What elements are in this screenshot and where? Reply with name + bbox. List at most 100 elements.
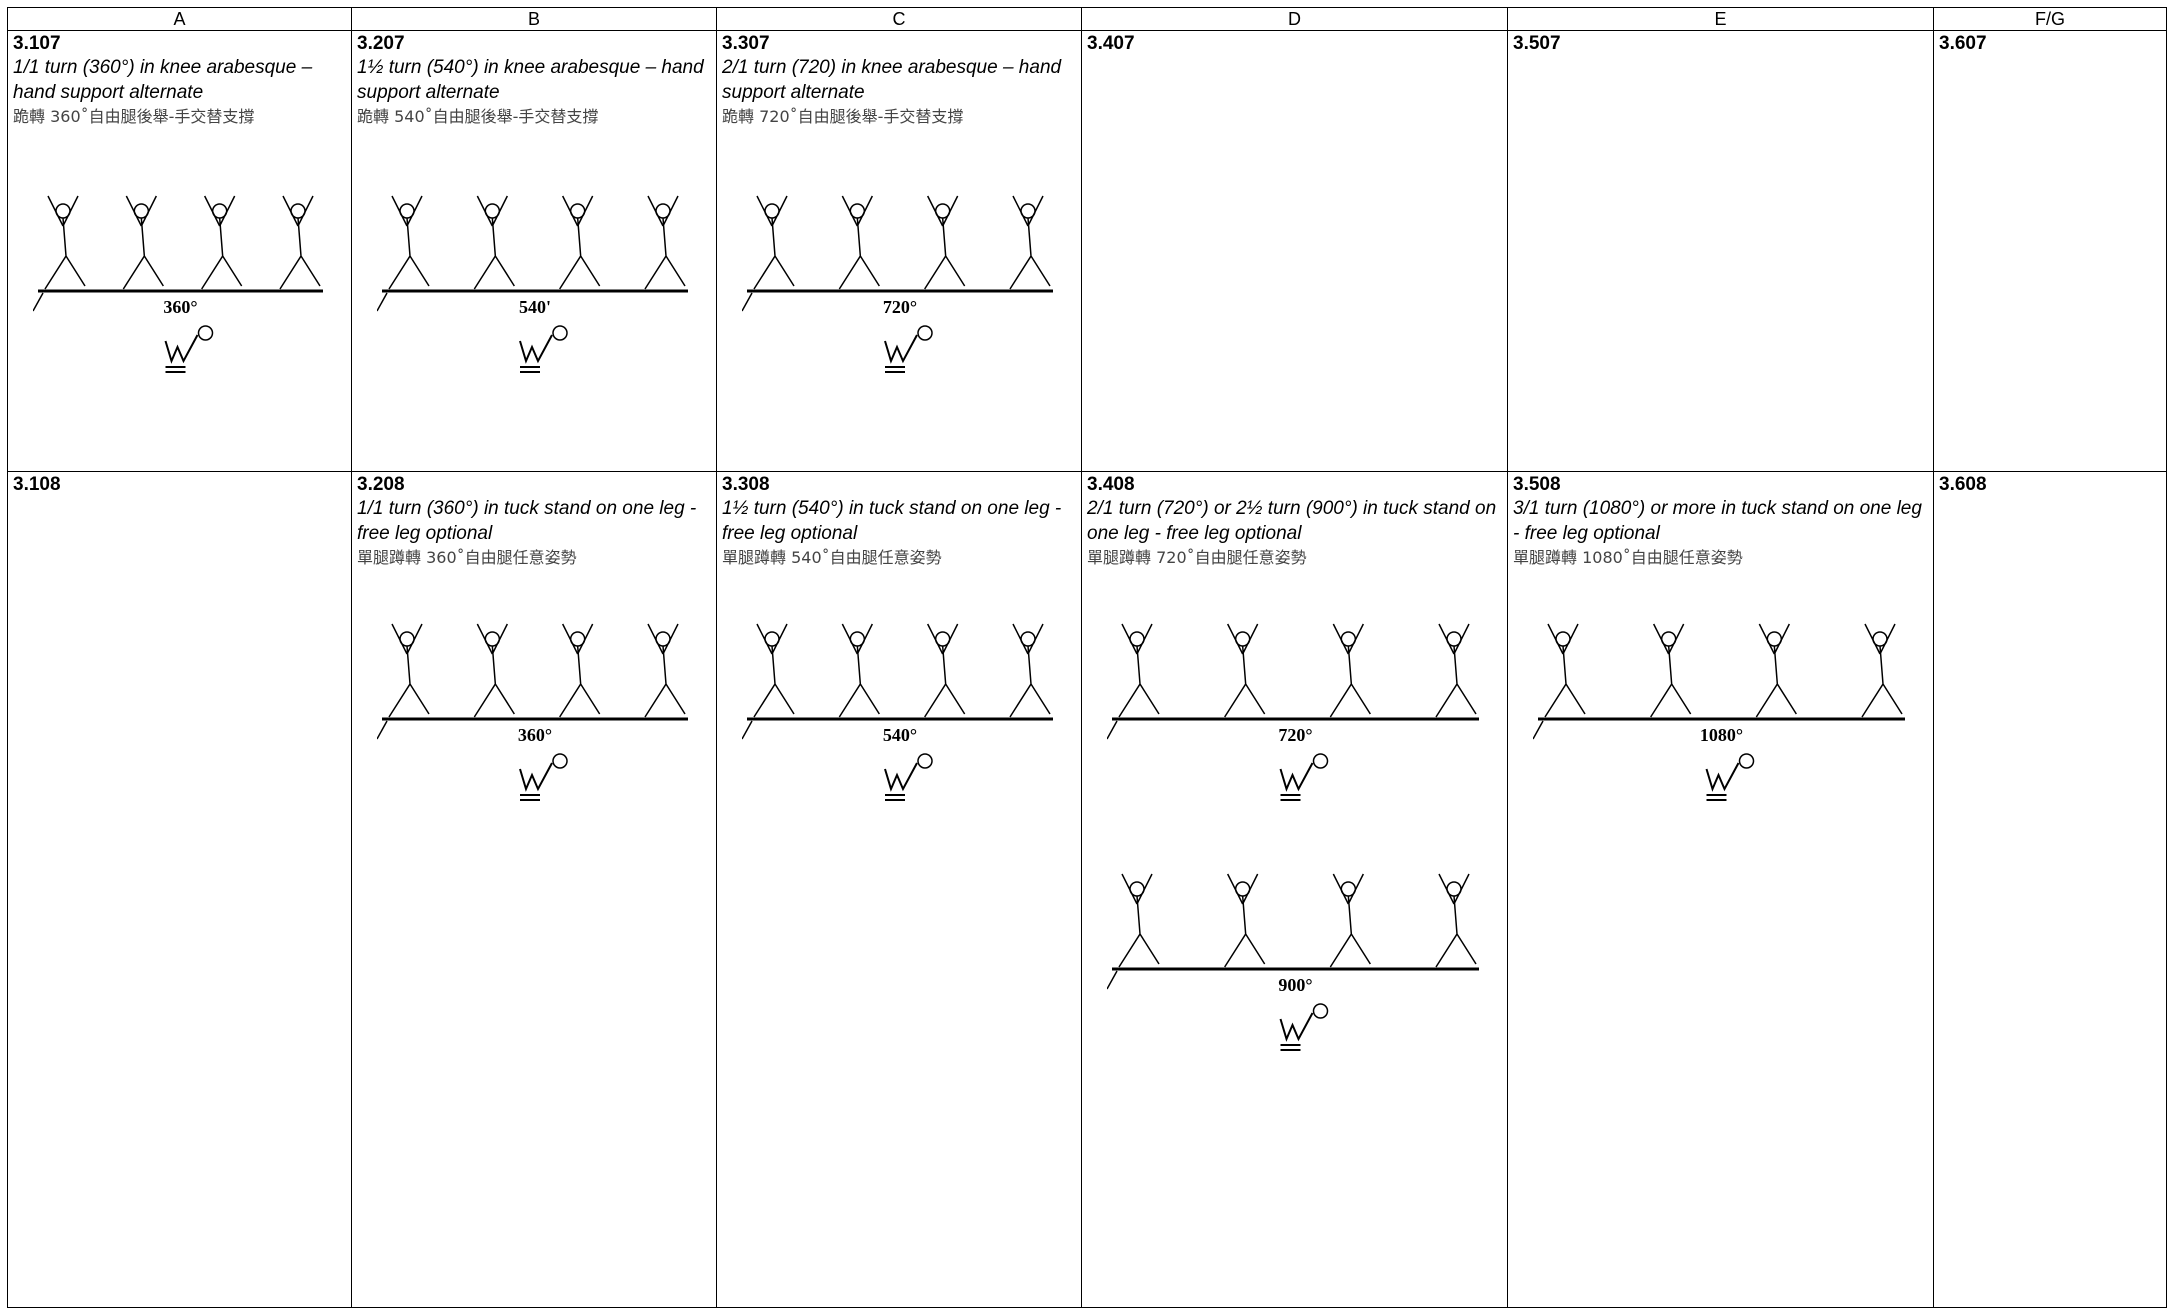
skill-drawing: 540° — [742, 623, 1053, 801]
skill-chinese: 跪轉 720˚自由腿後舉-手交替支撐 — [722, 107, 964, 126]
column-header: C — [716, 7, 1082, 31]
skill-cell: 3.507 — [1507, 30, 1934, 472]
skill-symbol — [164, 334, 199, 373]
figure-body — [838, 623, 880, 718]
skill-symbol — [1279, 762, 1314, 801]
skill-symbol — [1279, 1012, 1314, 1051]
beam-support — [33, 292, 44, 312]
figure-body — [753, 623, 795, 718]
skill-chinese: 單腿蹲轉 540˚自由腿任意姿勢 — [722, 548, 942, 567]
skill-drawing: 360° — [377, 623, 688, 801]
skill-symbol — [884, 762, 918, 801]
skill-symbol-mark — [917, 325, 933, 341]
rotation-label: 900° — [1278, 975, 1312, 995]
skill-cell: 3.108 — [7, 471, 352, 1308]
skill-cell: 3.208 1/1 turn (360°) in tuck stand on on… — [351, 471, 717, 1308]
skill-drawing: 1080° — [1533, 623, 1905, 801]
skill-drawing: 900° — [1107, 873, 1479, 1051]
skill-cell: 3.308 1½ turn (540°) in tuck stand on one… — [716, 471, 1082, 1308]
figure-body — [1755, 623, 1797, 718]
figure-body — [388, 195, 430, 290]
figure-body — [1118, 623, 1160, 718]
figure-body — [559, 623, 601, 718]
rotation-label: 720° — [1278, 725, 1312, 745]
figure-body — [473, 623, 515, 718]
skill-cell: 3.107 1/1 turn (360°) in knee arabesque –… — [7, 30, 352, 472]
figure-body — [1650, 623, 1692, 718]
skill-code: 3.207 — [357, 33, 405, 54]
skill-symbol-mark — [552, 753, 568, 769]
figure-body — [644, 195, 686, 290]
figure-body — [473, 195, 515, 290]
skill-code: 3.608 — [1939, 474, 1987, 495]
skill-title: 2/1 turn (720°) or 2½ turn (900°) in tuc… — [1087, 498, 1497, 544]
skill-chinese: 跪轉 360˚自由腿後舉-手交替支撐 — [13, 107, 255, 126]
column-header: F/G — [1933, 7, 2167, 31]
skill-title: 3/1 turn (1080°) or more in tuck stand o… — [1513, 498, 1922, 544]
skill-symbol-mark — [917, 753, 933, 769]
skill-cell: 3.508 3/1 turn (1080°) or more in tuck st… — [1507, 471, 1934, 1308]
rotation-label: 540' — [519, 297, 551, 317]
skill-drawing: 360° — [33, 195, 323, 373]
skill-cell: 3.408 2/1 turn (720°) or 2½ turn (900°) i… — [1081, 471, 1508, 1308]
figure-body — [1435, 623, 1477, 718]
figure-body — [838, 195, 880, 290]
column-header: D — [1081, 7, 1508, 31]
skill-cell: 3.607 — [1933, 30, 2167, 472]
skill-title: 2/1 turn (720) in knee arabesque – hand … — [722, 57, 1062, 103]
figure-body — [1118, 873, 1160, 968]
beam-support — [1533, 720, 1544, 740]
skill-cell: 3.307 2/1 turn (720) in knee arabesque – … — [716, 30, 1082, 472]
skill-symbol — [519, 334, 553, 373]
figure-body — [201, 195, 243, 290]
skill-code: 3.307 — [722, 33, 770, 54]
column-header: B — [351, 7, 717, 31]
skill-symbol — [519, 762, 553, 801]
skill-code: 3.208 — [357, 474, 405, 495]
figure-body — [1544, 623, 1586, 718]
skill-chinese: 跪轉 540˚自由腿後舉-手交替支撐 — [357, 107, 599, 126]
figure-body — [1224, 623, 1266, 718]
rotation-label: 360° — [518, 725, 552, 745]
figure-body — [1329, 873, 1371, 968]
skill-symbol-mark — [552, 325, 568, 341]
skill-code: 3.407 — [1087, 33, 1135, 54]
skill-drawing: 720° — [1107, 623, 1479, 801]
skill-chinese: 單腿蹲轉 360˚自由腿任意姿勢 — [357, 548, 577, 567]
skill-code: 3.108 — [13, 474, 61, 495]
skill-cell: 3.608 — [1933, 471, 2167, 1308]
figure-body — [1435, 873, 1477, 968]
beam-support — [1107, 970, 1118, 990]
skill-title: 1½ turn (540°) in knee arabesque – hand … — [357, 57, 704, 103]
figure-body — [559, 195, 601, 290]
skill-code: 3.508 — [1513, 474, 1561, 495]
skill-chinese: 單腿蹲轉 1080˚自由腿任意姿勢 — [1513, 548, 1743, 567]
figure-body — [924, 195, 966, 290]
figure-body — [753, 195, 795, 290]
beam-support — [1107, 720, 1118, 740]
skill-code: 3.607 — [1939, 33, 1987, 54]
column-header: E — [1507, 7, 1934, 31]
figure-body — [122, 195, 164, 290]
figure-body — [1009, 195, 1051, 290]
skill-code: 3.107 — [13, 33, 61, 54]
rotation-label: 720° — [883, 297, 917, 317]
beam-support — [377, 720, 388, 740]
skill-symbol-mark — [197, 325, 214, 341]
skill-code: 3.308 — [722, 474, 770, 495]
figure-body — [924, 623, 966, 718]
skill-symbol — [884, 334, 918, 373]
figure-body — [1224, 873, 1266, 968]
skill-title: 1½ turn (540°) in tuck stand on one leg … — [722, 498, 1062, 544]
skill-cell: 3.207 1½ turn (540°) in knee arabesque – … — [351, 30, 717, 472]
skill-chinese: 單腿蹲轉 720˚自由腿任意姿勢 — [1087, 548, 1307, 567]
figure-body — [279, 195, 321, 290]
skill-drawing: 540' — [377, 195, 688, 373]
skill-code: 3.507 — [1513, 33, 1561, 54]
skill-code: 3.408 — [1087, 474, 1135, 495]
skill-symbol — [1705, 762, 1740, 801]
rotation-label: 360° — [163, 297, 197, 317]
beam-support — [377, 292, 388, 312]
figure-body — [1329, 623, 1371, 718]
